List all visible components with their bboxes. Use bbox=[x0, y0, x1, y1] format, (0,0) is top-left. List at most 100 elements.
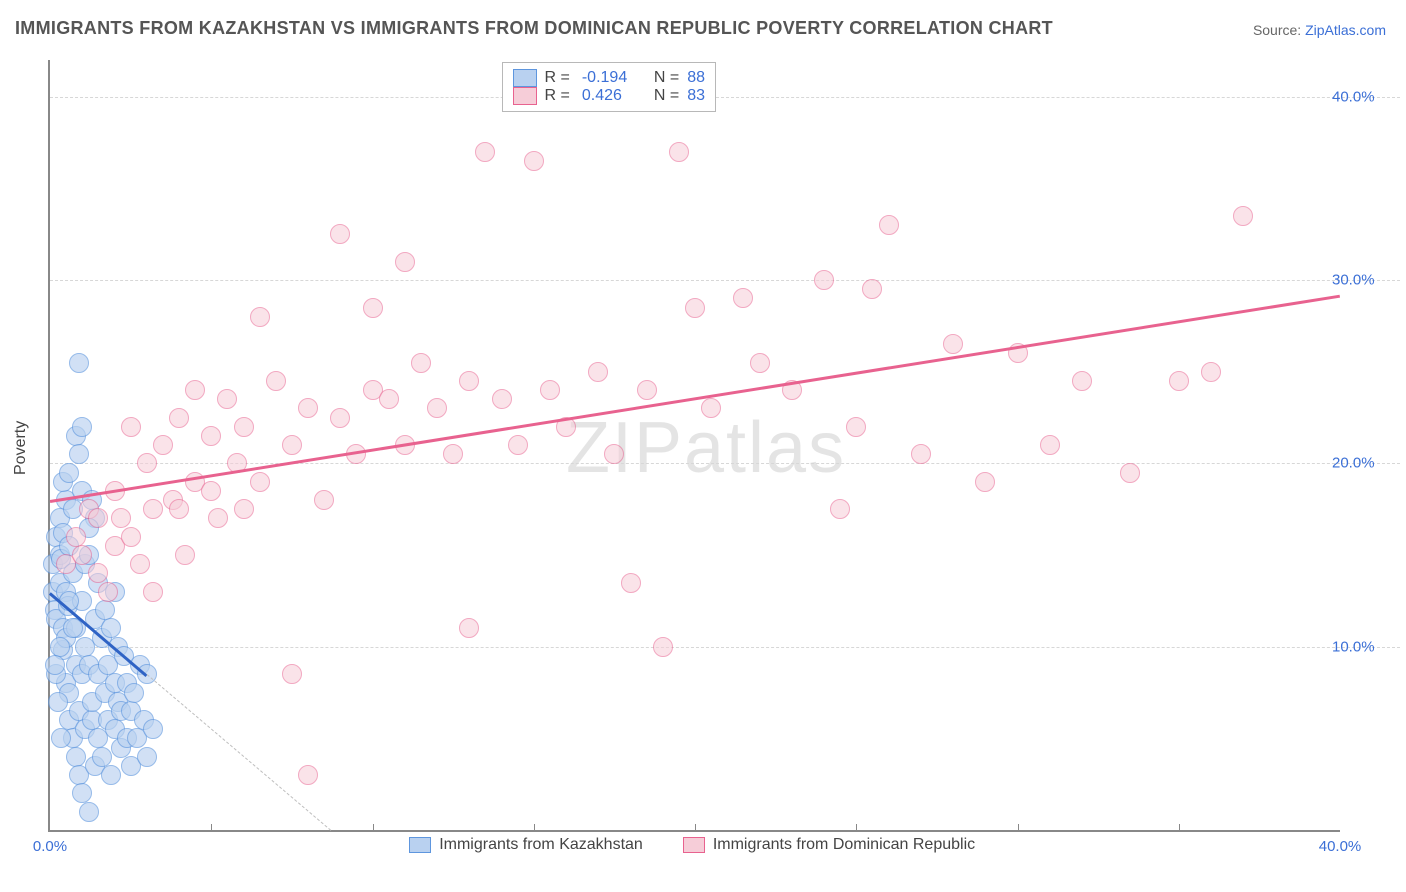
data-point bbox=[282, 435, 302, 455]
legend-label: Immigrants from Kazakhstan bbox=[439, 836, 643, 854]
gridline-h bbox=[50, 463, 1400, 464]
data-point bbox=[943, 334, 963, 354]
data-point bbox=[234, 417, 254, 437]
x-tick-mark bbox=[534, 824, 535, 832]
legend-bottom: Immigrants from Kazakhstan Immigrants fro… bbox=[409, 836, 975, 854]
legend-n-label: N = bbox=[654, 87, 679, 105]
legend-swatch bbox=[513, 69, 537, 87]
legend-n-value: 83 bbox=[687, 87, 705, 105]
source-value: ZipAtlas.com bbox=[1305, 22, 1386, 38]
legend-stats: R =-0.194N =88R =0.426N =83 bbox=[502, 62, 716, 112]
data-point bbox=[492, 389, 512, 409]
source-label: Source: bbox=[1253, 22, 1301, 38]
data-point bbox=[814, 270, 834, 290]
x-tick-label: 0.0% bbox=[33, 838, 67, 855]
data-point bbox=[604, 444, 624, 464]
data-point bbox=[101, 765, 121, 785]
chart-title: IMMIGRANTS FROM KAZAKHSTAN VS IMMIGRANTS… bbox=[15, 18, 1053, 39]
data-point bbox=[51, 728, 71, 748]
data-point bbox=[653, 637, 673, 657]
data-point bbox=[588, 362, 608, 382]
x-tick-mark bbox=[1179, 824, 1180, 832]
data-point bbox=[395, 252, 415, 272]
source-attribution: Source: ZipAtlas.com bbox=[1253, 22, 1386, 38]
legend-n-label: N = bbox=[654, 69, 679, 87]
data-point bbox=[459, 371, 479, 391]
data-point bbox=[234, 499, 254, 519]
data-point bbox=[143, 719, 163, 739]
legend-r-label: R = bbox=[545, 87, 570, 105]
y-tick-label: 30.0% bbox=[1332, 272, 1375, 289]
data-point bbox=[92, 747, 112, 767]
data-point bbox=[363, 298, 383, 318]
data-point bbox=[540, 380, 560, 400]
data-point bbox=[153, 435, 173, 455]
gridline-h bbox=[50, 97, 1400, 98]
data-point bbox=[88, 508, 108, 528]
x-tick-mark bbox=[211, 824, 212, 832]
chart-container: IMMIGRANTS FROM KAZAKHSTAN VS IMMIGRANTS… bbox=[0, 0, 1406, 892]
data-point bbox=[830, 499, 850, 519]
data-point bbox=[669, 142, 689, 162]
data-point bbox=[143, 499, 163, 519]
legend-stats-row: R =-0.194N =88 bbox=[513, 69, 705, 87]
data-point bbox=[50, 637, 70, 657]
data-point bbox=[48, 692, 68, 712]
y-axis-label: Poverty bbox=[12, 421, 30, 475]
data-point bbox=[137, 453, 157, 473]
data-point bbox=[459, 618, 479, 638]
data-point bbox=[250, 472, 270, 492]
data-point bbox=[63, 618, 83, 638]
legend-label: Immigrants from Dominican Republic bbox=[713, 836, 975, 854]
data-point bbox=[862, 279, 882, 299]
data-point bbox=[169, 408, 189, 428]
y-tick-label: 20.0% bbox=[1332, 455, 1375, 472]
data-point bbox=[69, 444, 89, 464]
data-point bbox=[201, 481, 221, 501]
data-point bbox=[121, 417, 141, 437]
y-tick-label: 10.0% bbox=[1332, 638, 1375, 655]
legend-stats-row: R =0.426N =83 bbox=[513, 87, 705, 105]
data-point bbox=[685, 298, 705, 318]
data-point bbox=[330, 224, 350, 244]
data-point bbox=[72, 783, 92, 803]
gridline-h bbox=[50, 280, 1400, 281]
data-point bbox=[443, 444, 463, 464]
data-point bbox=[282, 664, 302, 684]
data-point bbox=[66, 527, 86, 547]
y-tick-label: 40.0% bbox=[1332, 88, 1375, 105]
legend-swatch bbox=[409, 837, 431, 853]
legend-item: Immigrants from Kazakhstan bbox=[409, 836, 643, 854]
data-point bbox=[427, 398, 447, 418]
data-point bbox=[911, 444, 931, 464]
x-tick-label: 40.0% bbox=[1319, 838, 1362, 855]
legend-swatch bbox=[513, 87, 537, 105]
data-point bbox=[59, 463, 79, 483]
scatter-chart: ZIPatlas 10.0%20.0%30.0%40.0%0.0%40.0%R … bbox=[48, 60, 1340, 832]
data-point bbox=[1072, 371, 1092, 391]
data-point bbox=[79, 802, 99, 822]
data-point bbox=[701, 398, 721, 418]
x-tick-mark bbox=[856, 824, 857, 832]
data-point bbox=[411, 353, 431, 373]
data-point bbox=[1120, 463, 1140, 483]
data-point bbox=[169, 499, 189, 519]
data-point bbox=[98, 582, 118, 602]
data-point bbox=[69, 353, 89, 373]
data-point bbox=[130, 554, 150, 574]
data-point bbox=[1233, 206, 1253, 226]
data-point bbox=[733, 288, 753, 308]
data-point bbox=[201, 426, 221, 446]
data-point bbox=[95, 600, 115, 620]
data-point bbox=[1169, 371, 1189, 391]
data-point bbox=[66, 747, 86, 767]
data-point bbox=[88, 563, 108, 583]
data-point bbox=[175, 545, 195, 565]
legend-n-value: 88 bbox=[687, 69, 705, 87]
data-point bbox=[72, 417, 92, 437]
data-point bbox=[72, 545, 92, 565]
data-point bbox=[208, 508, 228, 528]
data-point bbox=[524, 151, 544, 171]
data-point bbox=[298, 765, 318, 785]
gridline-h bbox=[50, 647, 1400, 648]
